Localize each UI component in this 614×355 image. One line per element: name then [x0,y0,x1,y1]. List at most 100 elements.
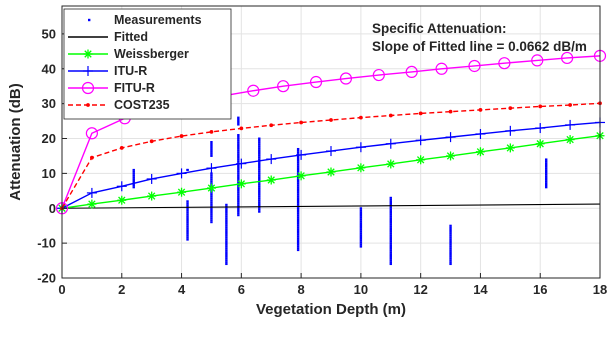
measurement-point [225,207,228,210]
measurement-point [545,158,548,161]
measurement-point [296,188,300,191]
measurement-point [296,212,300,215]
star-stroke [506,144,515,152]
measurement-point [237,145,240,148]
measurement-point [449,224,452,227]
measurement-cluster [186,168,189,171]
star-stroke [84,50,92,58]
measurement-point [296,216,300,219]
measurement-point [545,160,548,163]
measurement-point [389,232,392,235]
measurement-point [210,142,213,145]
measurement-point [449,236,452,239]
measurement-point [359,236,363,239]
measurement-point [296,228,300,231]
measurement-point [237,155,240,158]
measurement-point [449,257,452,260]
measurement-point [237,200,240,203]
legend-label-weissberger: Weissberger [114,47,189,61]
measurement-point [359,232,363,235]
measurement-point [389,242,392,245]
data-point [568,103,573,107]
data-point [475,147,485,157]
measurement-point [389,244,392,247]
measurement-point [389,223,392,226]
measurement-point [225,242,228,245]
measurement-point [296,191,300,194]
measurement-point [225,238,228,241]
measurement-point [237,116,240,119]
series-fitted [61,203,601,209]
measurement-point [258,199,261,202]
data-point [448,109,453,114]
data-point [508,106,513,111]
measurement-point [359,220,363,223]
measurement-point [210,150,213,153]
y-tick-label: -20 [37,271,56,286]
measurement-point [359,214,363,217]
legend-label-fitu-r: FITU-R [114,81,155,95]
ticks: 0 2 4 6 8 10 12 14 16 18 -20 -10 0 10 20 30 40 50 [37,26,607,297]
measurement-point [225,253,228,256]
measurement-point [359,213,363,216]
measurement-point [296,184,300,187]
measurement-point [258,152,261,155]
measurement-cluster [132,168,135,189]
data-point [206,163,217,174]
measurement-point [237,149,240,152]
measurement-point [258,158,261,161]
measurement-point [296,186,300,189]
measurement-point [258,203,261,206]
measurement-point [359,230,363,233]
star-stroke [147,192,156,200]
measurement-point [225,203,228,206]
measurement-point [225,209,228,212]
measurement-point [225,240,228,243]
measurement-point [389,236,392,239]
measurement-point [258,172,261,175]
measurement-point [296,151,300,154]
legend: Measurements Fitted Weissberger ITU-R FI… [63,8,232,120]
measurement-point [296,239,300,242]
data-point [177,187,187,197]
y-axis-label: Attenuation (dB) [7,83,24,200]
measurement-point [258,176,261,179]
measurement-point [545,167,548,170]
star-stroke [177,188,186,196]
measurement-point [225,249,228,252]
measurement-point [186,209,189,212]
measurement-point [237,168,240,171]
data-point [266,154,277,165]
measurement-point [359,218,363,221]
measurement-point [449,240,452,243]
legend-marker [86,103,90,107]
measurement-point [237,158,240,161]
measurement-point [210,215,213,218]
measurement-point [449,263,452,266]
measurement-point [359,239,363,242]
data-point [86,187,97,198]
data-point [146,173,157,184]
measurement-point [258,160,261,163]
legend-label-measurements: Measurements [114,13,202,27]
x-tick-label: 6 [238,282,245,297]
measurement-point [258,147,261,150]
measurement-point [225,222,228,225]
measurement-point [296,209,300,212]
measurement-point [545,180,548,183]
measurement-point [296,203,300,206]
data-point [565,119,576,130]
data-point [372,68,385,82]
measurement-point [449,232,452,235]
measurement-point [225,257,228,260]
measurement-point [237,139,240,142]
legend-label-cost235: COST235 [114,98,170,112]
measurement-point [389,196,392,199]
measurement-point [449,241,452,244]
y-tick-label: 40 [42,61,56,76]
measurement-point [210,195,213,198]
series-line [61,203,601,209]
data-point [176,168,187,179]
data-point [299,120,304,125]
data-point [269,123,274,128]
